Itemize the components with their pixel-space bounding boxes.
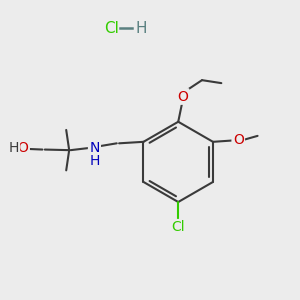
- Text: N: N: [89, 141, 100, 155]
- Text: O: O: [18, 141, 28, 155]
- Text: H: H: [8, 141, 19, 155]
- Text: O: O: [177, 89, 188, 103]
- Text: Cl: Cl: [171, 220, 185, 234]
- Text: O: O: [233, 133, 244, 147]
- Text: H: H: [89, 154, 100, 168]
- Text: Cl: Cl: [104, 21, 119, 36]
- Text: H: H: [135, 21, 147, 36]
